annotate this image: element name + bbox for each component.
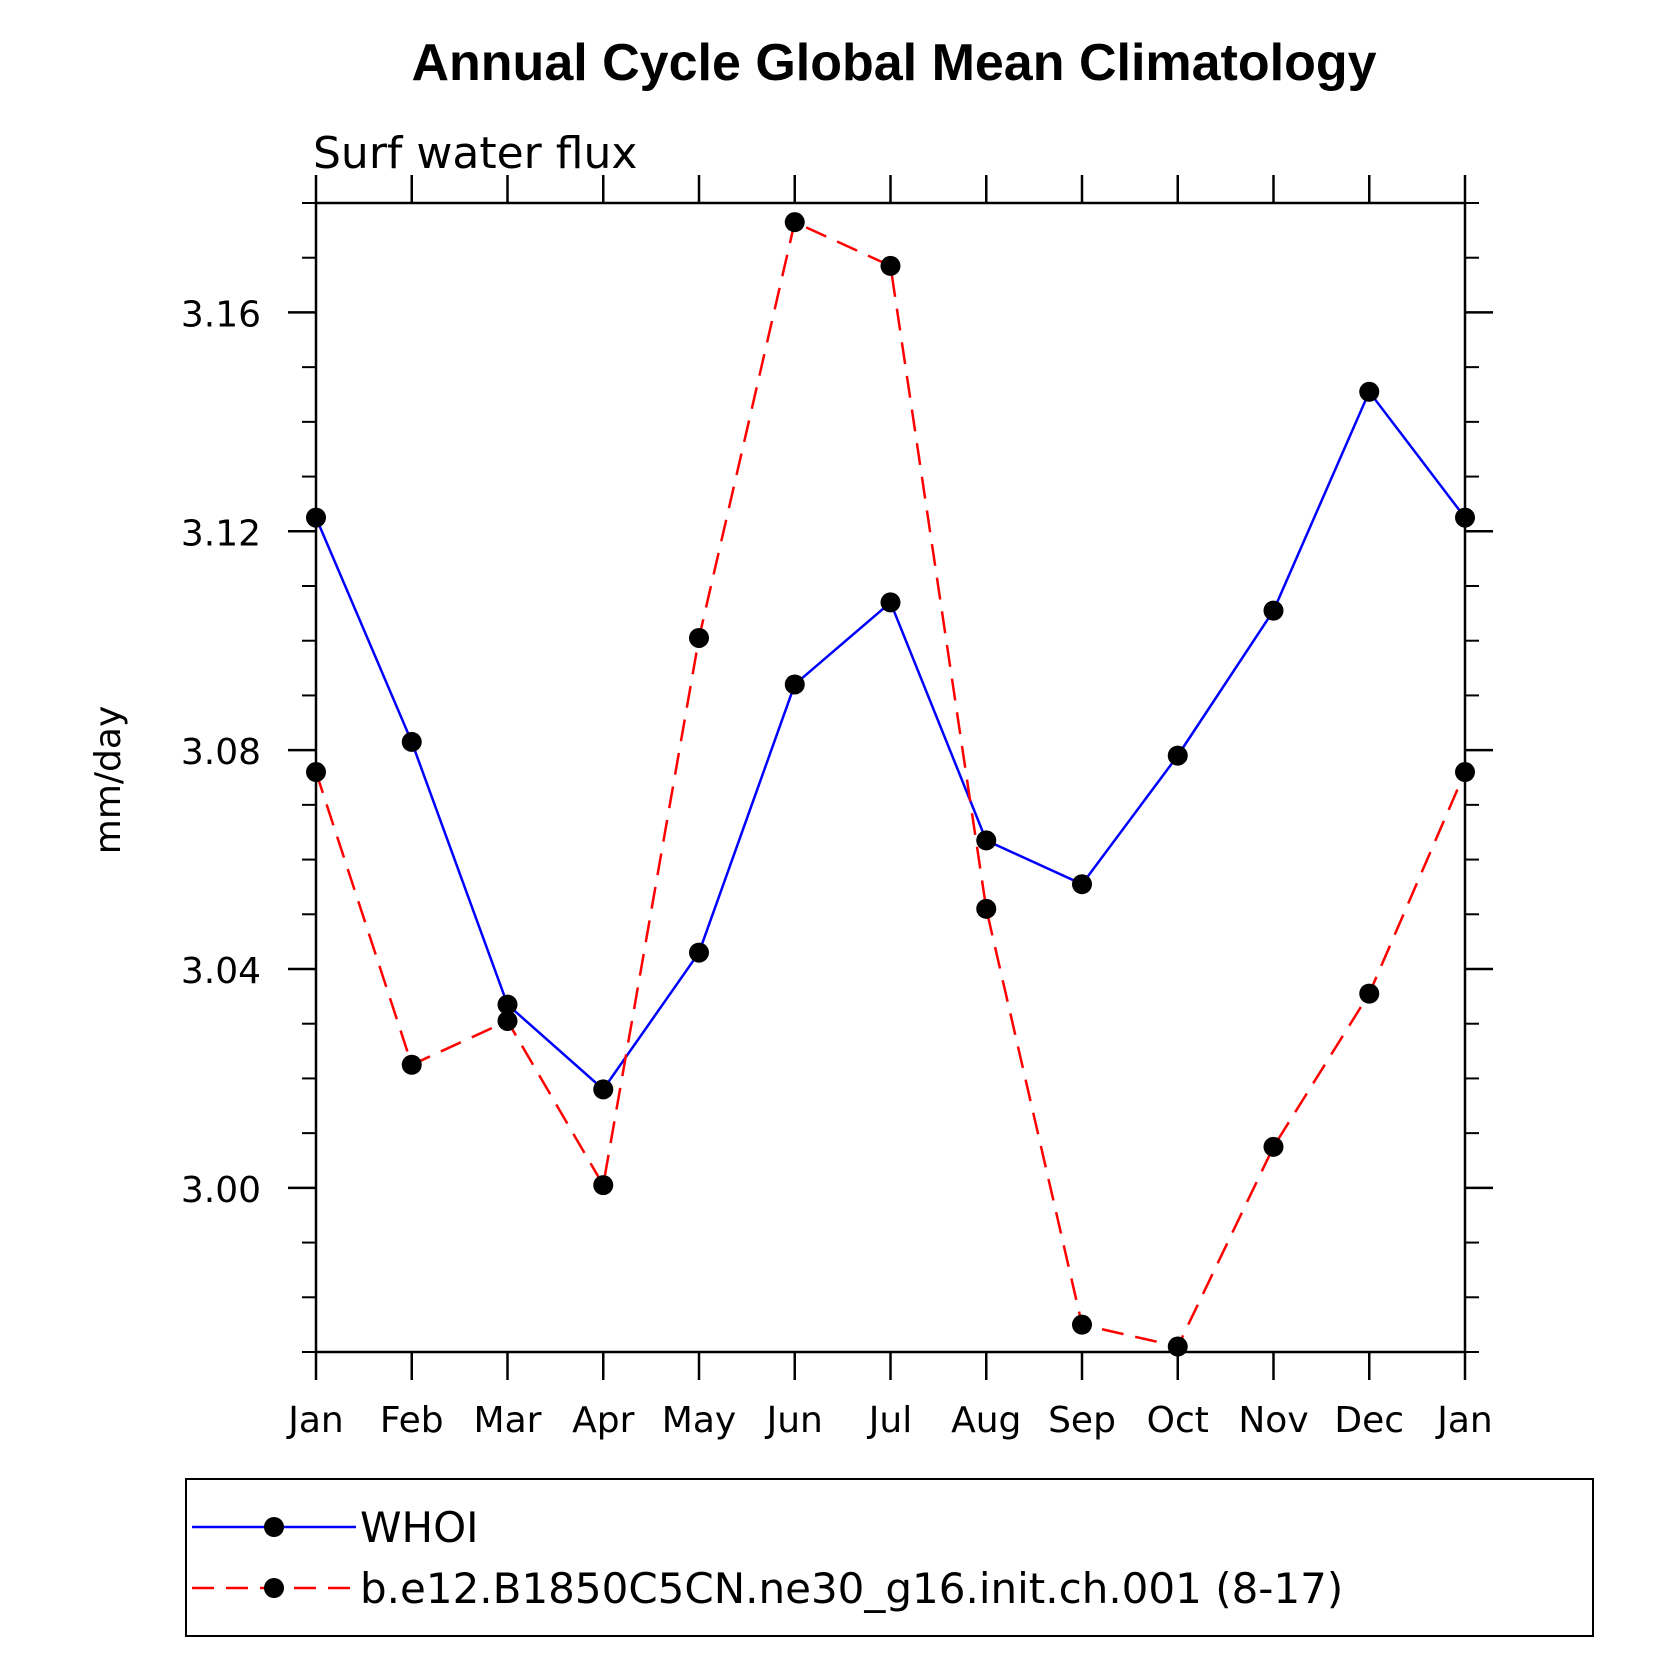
- x-tick-label: Apr: [572, 1400, 634, 1441]
- data-point: [880, 592, 901, 613]
- data-point: [497, 994, 518, 1015]
- x-tick-label: Feb: [380, 1400, 444, 1441]
- data-point: [1072, 1314, 1092, 1335]
- y-tick-label: 3.00: [181, 1170, 261, 1211]
- data-point: [784, 212, 805, 233]
- x-tick-label: Nov: [1238, 1400, 1308, 1441]
- data-point: [976, 830, 997, 851]
- data-point: [1263, 1136, 1284, 1157]
- data-point: [306, 762, 326, 783]
- data-point: [1167, 745, 1188, 766]
- data-point: [593, 1079, 614, 1100]
- x-tick-label: Mar: [474, 1400, 542, 1441]
- x-tick-label: Aug: [951, 1400, 1021, 1441]
- x-tick-label: Oct: [1147, 1400, 1209, 1441]
- series-line: [314, 389, 1466, 1092]
- data-point: [689, 627, 709, 648]
- data-point: [689, 942, 709, 963]
- x-tick-label: Sep: [1048, 1400, 1116, 1441]
- data-point: [1455, 762, 1475, 783]
- y-axis-label: mm/day: [88, 706, 129, 854]
- data-point: [1167, 1336, 1188, 1357]
- legend-label: b.e12.B1850C5CN.ne30_g16.init.ch.001 (8-…: [360, 1564, 1343, 1613]
- legend-label: WHOI: [360, 1503, 479, 1552]
- plot-frame: [314, 201, 1467, 1354]
- data-point: [401, 731, 422, 752]
- data-point: [976, 898, 997, 919]
- y-tick-label: 3.12: [181, 513, 261, 554]
- y-tick-label: 3.04: [181, 951, 261, 992]
- axis-ticks: Jan Feb Mar Apr May Jun Jul Aug Sep Oct Nov Dec Jan 3…: [181, 175, 1493, 1441]
- x-tick-label: Dec: [1334, 1400, 1404, 1441]
- data-point: [1455, 507, 1475, 528]
- x-tick-label: Jan: [1435, 1400, 1493, 1441]
- data-point: [880, 255, 901, 276]
- data-point: [593, 1175, 614, 1196]
- legend: WHOI b.e12.B1850C5CN.ne30_g16.init.ch.001…: [185, 1478, 1594, 1637]
- series-line: [314, 220, 1467, 1348]
- data-point: [1263, 600, 1284, 621]
- data-point: [1072, 874, 1092, 895]
- plot-area-border: [314, 201, 1467, 1354]
- series-model: [306, 212, 1475, 1357]
- data-point: [784, 674, 805, 695]
- data-point: [306, 507, 326, 528]
- y-tick-label: 3.08: [181, 732, 261, 773]
- x-tick-label: Jul: [867, 1400, 912, 1441]
- legend-marker: [264, 1517, 284, 1537]
- chart-subtitle: Surf water flux: [313, 128, 637, 179]
- chart-title: Annual Cycle Global Mean Climatology: [411, 34, 1376, 92]
- legend-marker: [264, 1578, 284, 1598]
- y-tick-label: 3.16: [181, 294, 261, 335]
- data-point: [497, 1010, 518, 1031]
- legend-box: [185, 1478, 1594, 1637]
- data-point: [1359, 381, 1380, 402]
- x-tick-label: Jan: [286, 1400, 344, 1441]
- x-tick-label: Jun: [765, 1400, 823, 1441]
- series-group: [306, 212, 1475, 1357]
- data-point: [1359, 983, 1380, 1004]
- x-tick-label: May: [662, 1400, 736, 1441]
- series-whoi: [306, 381, 1475, 1100]
- data-point: [401, 1054, 422, 1075]
